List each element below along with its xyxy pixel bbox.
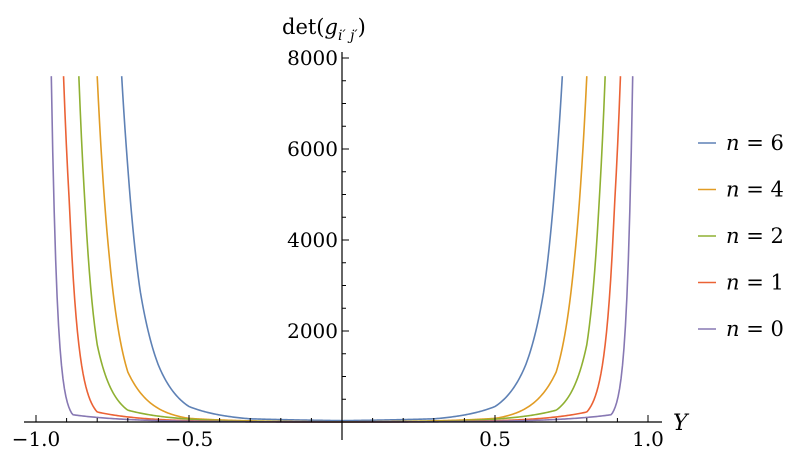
- ticks: −1.0 −0.5 0.5 1.0 2000 4000 6000 8000: [12, 46, 664, 451]
- svg-text:det(gi′ j′): det(gi′ j′): [282, 15, 366, 44]
- x-axis-label: Y: [673, 411, 690, 436]
- legend-label: n = 4: [726, 178, 784, 202]
- y-tick-label: 6000: [287, 137, 338, 161]
- y-axis-label: det(gi′ j′): [282, 15, 366, 44]
- legend-label: n = 2: [726, 224, 784, 248]
- legend: n = 6 n = 4 n = 2 n = 1 n = 0: [698, 131, 784, 341]
- axes: [24, 52, 662, 440]
- y-tick-label: 4000: [287, 228, 338, 252]
- x-tick-label: −1.0: [12, 427, 61, 451]
- x-tick-label: −0.5: [165, 427, 214, 451]
- y-tick-label: 2000: [287, 319, 338, 343]
- x-tick-label: 1.0: [632, 427, 664, 451]
- legend-label: n = 1: [726, 271, 784, 295]
- y-tick-label: 8000: [287, 46, 338, 70]
- x-tick-label: 0.5: [479, 427, 511, 451]
- legend-label: n = 6: [726, 131, 784, 155]
- legend-label: n = 0: [726, 317, 784, 341]
